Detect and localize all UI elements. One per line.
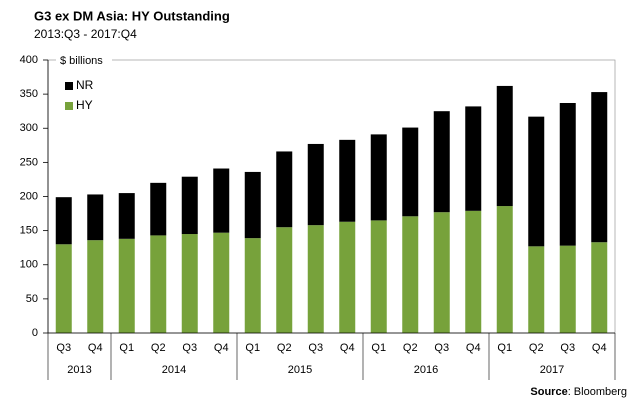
bar-segment xyxy=(528,116,545,247)
source-label: Source xyxy=(530,386,567,398)
bar-segment xyxy=(433,111,450,213)
bar-segment xyxy=(87,240,104,333)
bar-segment xyxy=(181,234,198,333)
chart-subtitle: 2013:Q3 - 2017:Q4 xyxy=(34,27,137,41)
y-tick-label: 300 xyxy=(20,122,38,134)
bar-segment xyxy=(559,102,576,246)
x-tick-label: Q4 xyxy=(466,342,481,354)
y-label-bg xyxy=(56,54,112,66)
x-tick-label: Q1 xyxy=(497,342,512,354)
y-tick-label: 400 xyxy=(20,54,38,66)
bar-segment xyxy=(307,225,324,333)
chart-title: G3 ex DM Asia: HY Outstanding xyxy=(34,8,230,23)
legend-label: NR xyxy=(76,78,94,92)
x-tick-label: Q4 xyxy=(88,342,103,354)
bar-segment xyxy=(370,134,387,221)
bar-segment xyxy=(181,176,198,235)
bar-segment xyxy=(55,197,72,245)
bar-segment xyxy=(402,127,419,217)
x-tick-label: Q1 xyxy=(119,342,134,354)
x-tick-label: Q3 xyxy=(308,342,323,354)
y-tick-label: 100 xyxy=(20,259,38,271)
x-group-label: 2015 xyxy=(288,364,312,376)
bar-segment xyxy=(244,238,261,333)
bar-segment xyxy=(276,151,293,228)
legend-label: HY xyxy=(76,98,93,112)
bar-segment xyxy=(528,246,545,333)
x-tick-label: Q3 xyxy=(434,342,449,354)
bar-segment xyxy=(370,220,387,333)
bar-segment xyxy=(559,245,576,333)
legend-swatch xyxy=(65,82,73,90)
bar-segment xyxy=(118,193,135,239)
x-tick-label: Q3 xyxy=(56,342,71,354)
x-tick-label: Q2 xyxy=(403,342,418,354)
bar-segment xyxy=(339,139,356,222)
y-axis-label: $ billions xyxy=(60,55,103,67)
bar-segment xyxy=(339,221,356,333)
source: Source: Bloomberg xyxy=(530,386,627,398)
y-tick-label: 0 xyxy=(32,327,38,339)
bar-segment xyxy=(55,244,72,333)
bar-segment xyxy=(591,92,608,243)
bar-segment xyxy=(465,106,482,211)
legend-swatch xyxy=(65,102,73,110)
x-tick-label: Q4 xyxy=(592,342,607,354)
x-tick-label: Q3 xyxy=(560,342,575,354)
x-group-label: 2017 xyxy=(540,364,564,376)
bar-segment xyxy=(591,242,608,333)
y-tick-label: 200 xyxy=(20,190,38,202)
bar-segment xyxy=(150,235,167,333)
y-tick-label: 250 xyxy=(20,156,38,168)
x-tick-label: Q1 xyxy=(245,342,260,354)
bar-segment xyxy=(150,182,167,236)
x-tick-label: Q2 xyxy=(277,342,292,354)
bar-segment xyxy=(276,227,293,333)
x-tick-label: Q2 xyxy=(151,342,166,354)
x-tick-label: Q4 xyxy=(214,342,229,354)
x-group-label: 2013 xyxy=(67,364,91,376)
bar-segment xyxy=(433,212,450,333)
bar-segment xyxy=(496,206,513,333)
y-tick-label: 350 xyxy=(20,88,38,100)
y-tick-label: 150 xyxy=(20,225,38,237)
bar-segment xyxy=(465,210,482,333)
bar-segment xyxy=(244,171,261,239)
x-group-label: 2014 xyxy=(162,364,186,376)
bar-segment xyxy=(307,143,324,226)
x-tick-label: Q3 xyxy=(182,342,197,354)
x-tick-label: Q4 xyxy=(340,342,355,354)
bar-segment xyxy=(118,238,135,333)
source-text: : Bloomberg xyxy=(568,386,627,398)
bar-segment xyxy=(87,194,104,241)
x-group-label: 2016 xyxy=(414,364,438,376)
y-tick-label: 50 xyxy=(26,293,38,305)
bar-segment xyxy=(496,85,513,207)
bar-segment xyxy=(213,168,230,233)
x-tick-label: Q1 xyxy=(371,342,386,354)
bar-segment xyxy=(402,216,419,333)
x-tick-label: Q2 xyxy=(529,342,544,354)
bar-segment xyxy=(213,232,230,333)
